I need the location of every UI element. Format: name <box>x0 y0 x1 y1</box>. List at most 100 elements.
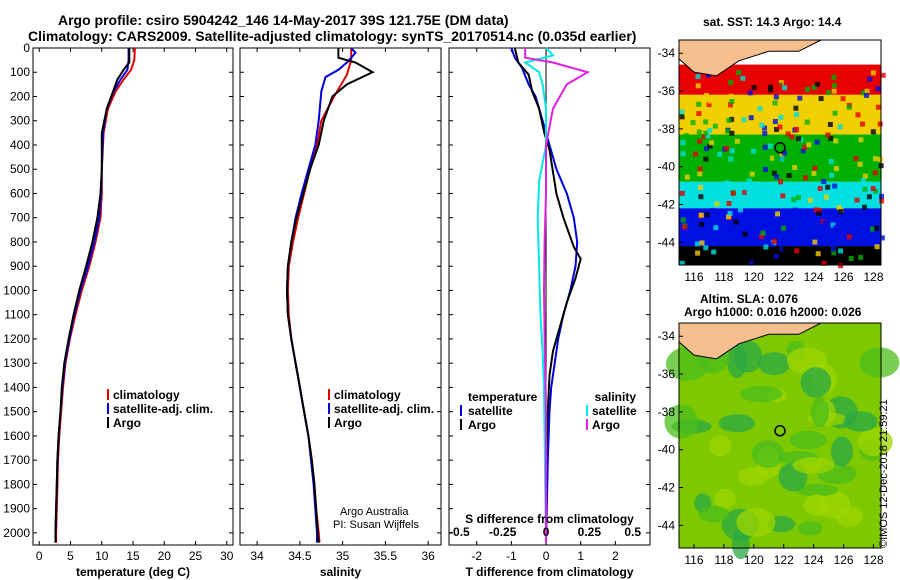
sst-pixel <box>829 172 835 178</box>
sst-pixel <box>777 124 783 130</box>
sst-pixel <box>742 231 748 237</box>
sst-pixel <box>682 105 688 111</box>
legend-label: climatology <box>334 388 401 402</box>
sst-pixel <box>759 234 765 239</box>
x2-axis-label: S difference from climatology <box>465 512 634 526</box>
sst-pixel <box>701 134 707 139</box>
map-x-tick-label: 126 <box>834 553 854 567</box>
x-tick-label: 34 <box>250 549 264 563</box>
legend-title-temperature: temperature <box>468 390 538 404</box>
legend-swatch <box>107 417 109 428</box>
map-y-tick-label: -40 <box>658 160 676 174</box>
sst-pixel <box>696 101 702 107</box>
float-location-marker <box>774 425 786 437</box>
sst-pixel <box>751 148 756 154</box>
sst-pixel <box>870 70 876 76</box>
sst-pixel <box>767 84 773 90</box>
sla-eddy <box>810 397 830 428</box>
sst-pixel <box>733 219 739 225</box>
x-tick-label: 10 <box>95 549 109 563</box>
sst-pixel <box>827 122 833 127</box>
sst-pixel <box>728 156 734 162</box>
sst-pixel <box>786 173 792 178</box>
sst-pixel <box>774 174 780 180</box>
sst-pixel <box>698 212 704 218</box>
y-tick-label: 1200 <box>3 332 30 346</box>
sst-pixel <box>741 190 747 195</box>
map-x-tick-label: 120 <box>744 553 764 567</box>
sst-pixel <box>773 156 779 161</box>
sst-pixel <box>741 117 747 123</box>
sst-pixel <box>814 257 820 263</box>
map-frame <box>678 322 882 549</box>
sst-pixel <box>711 249 717 255</box>
sst-pixel <box>832 110 838 116</box>
y-tick-label: 900 <box>10 259 30 273</box>
sst-pixel <box>828 159 834 164</box>
x2-tick-label: -0.5 <box>449 525 470 539</box>
sst-pixel <box>684 174 690 180</box>
sla-map-label: Altim. SLA: 0.076 <box>700 292 799 306</box>
map-y-tick-label: -36 <box>658 367 676 381</box>
sst-pixel <box>728 102 733 108</box>
sst-pixel <box>684 111 690 117</box>
sst-pixel <box>812 165 818 171</box>
sst-pixel <box>728 79 734 85</box>
sla-eddy <box>698 505 730 523</box>
sst-band <box>679 246 881 265</box>
sst-pixel <box>778 114 784 120</box>
map-x-tick-label: 116 <box>684 553 703 567</box>
sst-pixel <box>830 222 836 228</box>
map-x-tick-label: 126 <box>834 270 854 284</box>
sst-pixel <box>773 94 779 100</box>
x-axis-label: temperature (deg C) <box>76 565 190 579</box>
legend-label: satellite-adj. clim. <box>113 402 213 416</box>
sst-pixel <box>706 229 711 235</box>
sst-pixel <box>874 244 880 250</box>
sst-pixel <box>689 142 695 147</box>
sst-pixel <box>862 186 868 192</box>
sst-pixel <box>772 238 777 244</box>
legend-label: satellite <box>468 404 513 418</box>
sst-pixel <box>717 151 723 157</box>
sst-pixel <box>792 165 798 170</box>
sst-pixel <box>860 90 866 96</box>
diff-line-salinity-satellite <box>522 47 555 543</box>
sst-pixel <box>747 90 753 96</box>
sst-pixel <box>814 124 820 130</box>
sst-pixel <box>706 102 712 108</box>
sst-pixel <box>679 109 685 115</box>
x-tick-label: 0 <box>543 549 550 563</box>
sst-pixel <box>680 217 686 223</box>
sst-pixel <box>802 144 808 150</box>
sst-pixel <box>858 254 864 260</box>
x-tick-label: 34.5 <box>288 549 312 563</box>
sst-pixel <box>811 84 817 90</box>
sst-pixel <box>794 112 799 117</box>
sst-pixel <box>679 260 685 266</box>
sst-pixel <box>730 190 736 196</box>
sla-eddy <box>758 352 791 376</box>
sst-pixel <box>779 151 785 157</box>
sst-pixel <box>749 108 755 114</box>
legend-label: satellite <box>592 404 637 418</box>
sla-eddy <box>731 528 750 560</box>
x-tick-label: 0 <box>36 549 43 563</box>
sst-pixel <box>729 116 735 122</box>
sst-pixel <box>760 230 766 236</box>
sst-pixel <box>725 128 731 134</box>
sst-pixel <box>703 245 709 251</box>
sst-pixel <box>704 212 710 218</box>
sst-pixel <box>726 118 732 123</box>
sst-pixel <box>713 225 719 231</box>
sst-pixel <box>751 85 757 90</box>
sla-eddy <box>831 436 853 467</box>
sst-pixel <box>831 250 837 256</box>
sst-pixel <box>830 194 835 200</box>
sst-pixel <box>861 178 866 184</box>
sst-pixel <box>683 133 689 139</box>
sst-pixel <box>738 207 743 213</box>
y-tick-label: 1100 <box>4 308 30 322</box>
land-mass <box>678 322 822 360</box>
sst-pixel <box>757 105 763 111</box>
